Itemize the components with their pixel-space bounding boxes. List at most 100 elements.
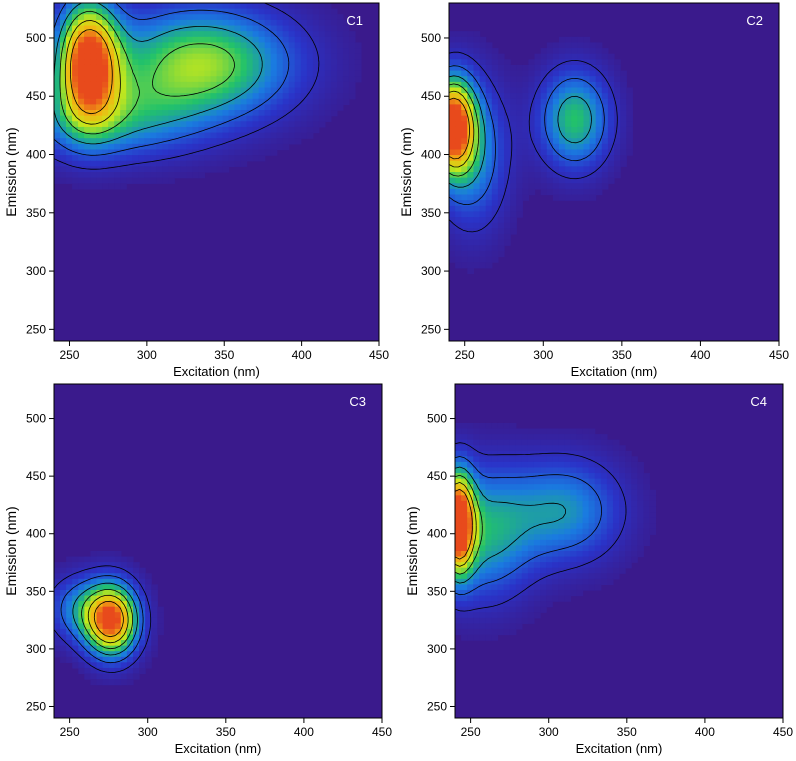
heatmap-cell (252, 87, 260, 94)
heatmap-cell (102, 121, 109, 128)
heatmap-cell (558, 573, 565, 580)
heatmap-cell (449, 138, 456, 145)
heatmap-cell (479, 589, 486, 597)
heatmap-cell (228, 14, 236, 21)
heatmap-cell (582, 562, 590, 569)
heatmap-cell (595, 149, 603, 156)
heatmap-cell (491, 478, 499, 485)
heatmap-cell (510, 138, 517, 145)
heatmap-cell (606, 534, 614, 541)
heatmap-cell (157, 628, 164, 636)
heatmap-cell (120, 48, 127, 55)
heatmap-cell (151, 601, 158, 608)
heatmap-cell (607, 143, 615, 151)
heatmap-cell (84, 14, 91, 21)
heatmap-cell (546, 551, 553, 558)
heatmap-cell (66, 567, 73, 574)
heatmap-cell (282, 53, 290, 60)
heatmap-cell (552, 188, 560, 196)
heatmap-cell (552, 573, 559, 580)
heatmap-cell (162, 177, 169, 184)
heatmap-cell (473, 545, 480, 552)
heatmap-cell (246, 138, 254, 145)
heatmap-cell (234, 3, 242, 10)
heatmap-cell (485, 478, 493, 485)
heatmap-cell (479, 194, 487, 201)
heatmap-cell (491, 450, 499, 457)
heatmap-cell (558, 456, 565, 463)
heatmap-cell (491, 53, 499, 60)
heatmap-cell (288, 110, 296, 117)
heatmap-cell (461, 450, 468, 457)
heatmap-cell (234, 70, 242, 77)
heatmap-cells (54, 3, 362, 190)
heatmap-cell (186, 31, 194, 38)
heatmap-cell (546, 155, 554, 162)
heatmap-cell (606, 445, 614, 452)
heatmap-cell (300, 115, 308, 122)
heatmap-cell (174, 121, 181, 128)
heatmap-cell (186, 126, 194, 134)
heatmap-cell (503, 578, 511, 585)
heatmap-cell (600, 478, 608, 485)
heatmap-cell (606, 456, 614, 463)
heatmap-cell (294, 81, 302, 89)
heatmap-cell (601, 87, 609, 94)
heatmap-cell (78, 121, 85, 128)
heatmap-cell (467, 601, 474, 608)
heatmap-cell (509, 606, 517, 613)
heatmap-cell (540, 473, 547, 480)
heatmap-cell (503, 534, 511, 541)
heatmap-cell (114, 673, 122, 680)
heatmap-cell (509, 623, 517, 630)
heatmap-cell (294, 59, 302, 66)
heatmap-cell (491, 188, 499, 196)
heatmap-cell (294, 70, 302, 77)
heatmap-cell (144, 160, 151, 167)
heatmap-cell (527, 534, 535, 541)
heatmap-cell (66, 53, 73, 60)
heatmap-cell (84, 623, 92, 630)
heatmap-cell (216, 48, 224, 55)
heatmap-cell (582, 484, 590, 491)
heatmap-cell (72, 126, 79, 134)
heatmap-cell (491, 104, 499, 111)
heatmap-cell (504, 228, 511, 235)
heatmap-cell (168, 121, 175, 128)
heatmap-cell (180, 104, 188, 111)
heatmap-cell (204, 64, 212, 72)
heatmap-cell (620, 143, 627, 151)
heatmap-cell (491, 456, 499, 463)
heatmap-cell (583, 166, 591, 173)
heatmap-cell (625, 500, 632, 508)
heatmap-cell (210, 8, 218, 15)
y-tick-label: 250 (26, 322, 46, 336)
heatmap-cell (126, 70, 133, 77)
heatmap-cell (72, 76, 79, 83)
heatmap-cell (455, 428, 462, 435)
heatmap-cell (174, 143, 181, 151)
heatmap-cell (162, 115, 169, 122)
heatmap-cell (461, 177, 468, 184)
heatmap-cell (174, 166, 181, 173)
heatmap-cell (540, 172, 548, 179)
heatmap-cell (497, 245, 505, 252)
heatmap-cell (300, 64, 308, 72)
heatmap-cell (528, 104, 536, 111)
contour-line (448, 97, 470, 160)
heatmap-cell (552, 489, 559, 496)
heatmap-cell (497, 143, 505, 151)
heatmap-cell (625, 523, 632, 530)
heatmap-cell (204, 121, 212, 128)
heatmap-cell (78, 42, 85, 49)
heatmap-cell (78, 667, 85, 675)
y-tick-label: 400 (26, 527, 46, 541)
heatmap-cell (174, 3, 181, 10)
heatmap-cell (509, 528, 517, 535)
heatmap-cell (114, 166, 121, 173)
heatmap-cell (516, 115, 523, 122)
heatmap-cell (54, 138, 61, 145)
heatmap-cell (473, 143, 481, 151)
heatmap-cell (72, 36, 79, 44)
heatmap-cell (108, 673, 116, 680)
